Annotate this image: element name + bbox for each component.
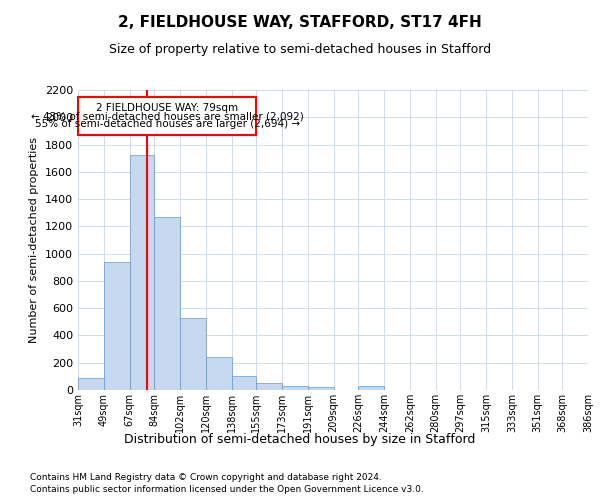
FancyBboxPatch shape <box>78 97 256 135</box>
Text: Size of property relative to semi-detached houses in Stafford: Size of property relative to semi-detach… <box>109 42 491 56</box>
Bar <box>282 386 308 390</box>
Bar <box>232 376 256 390</box>
Text: 2 FIELDHOUSE WAY: 79sqm: 2 FIELDHOUSE WAY: 79sqm <box>96 103 238 113</box>
Text: Contains HM Land Registry data © Crown copyright and database right 2024.: Contains HM Land Registry data © Crown c… <box>30 472 382 482</box>
Text: Distribution of semi-detached houses by size in Stafford: Distribution of semi-detached houses by … <box>124 432 476 446</box>
Y-axis label: Number of semi-detached properties: Number of semi-detached properties <box>29 137 40 343</box>
Text: ← 43% of semi-detached houses are smaller (2,092): ← 43% of semi-detached houses are smalle… <box>31 111 304 121</box>
Text: Contains public sector information licensed under the Open Government Licence v3: Contains public sector information licen… <box>30 485 424 494</box>
Bar <box>358 386 384 390</box>
Bar <box>206 358 232 390</box>
Bar <box>78 378 104 390</box>
Text: 55% of semi-detached houses are larger (2,694) →: 55% of semi-detached houses are larger (… <box>35 120 299 130</box>
Bar <box>104 262 130 390</box>
Bar <box>130 156 154 390</box>
Bar <box>308 386 334 390</box>
Bar <box>256 383 282 390</box>
Bar <box>154 217 180 390</box>
Bar <box>180 318 206 390</box>
Text: 2, FIELDHOUSE WAY, STAFFORD, ST17 4FH: 2, FIELDHOUSE WAY, STAFFORD, ST17 4FH <box>118 15 482 30</box>
